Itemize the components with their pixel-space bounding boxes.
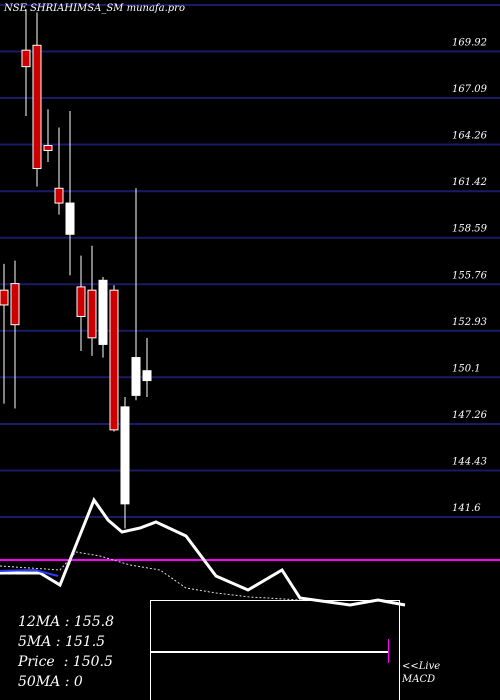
candle-body bbox=[65, 202, 75, 235]
macd-marker bbox=[388, 639, 389, 663]
y-axis-ticks: 172.75 169.92 167.09 164.26 161.42 158.59 155.… bbox=[452, 0, 488, 514]
y-tick-label: 155.76 bbox=[452, 270, 488, 281]
y-tick-label: 144.43 bbox=[452, 456, 487, 467]
y-tick-label: 150.1 bbox=[452, 363, 481, 374]
chart-title: NSE SHRIAHIMSA_SM munafa.pro bbox=[4, 3, 185, 14]
candle-body bbox=[32, 44, 42, 170]
y-tick-label: 164.26 bbox=[452, 131, 488, 142]
y-tick-label: 158.59 bbox=[452, 224, 488, 235]
stat-5ma: 5MA : 151.5 bbox=[18, 634, 106, 650]
y-tick-label: 167.09 bbox=[452, 84, 488, 95]
macd-label: <<Live MACD bbox=[402, 661, 441, 685]
candle-body bbox=[10, 283, 20, 326]
candle-body bbox=[109, 289, 119, 431]
macd-zero-line bbox=[151, 651, 389, 653]
macd-panel bbox=[150, 600, 400, 700]
stats-panel: 12MA : 155.8 5MA : 151.5 Price : 150.5 5… bbox=[18, 612, 158, 692]
candle-body bbox=[98, 279, 108, 345]
stat-50ma: 50MA : 0 bbox=[18, 674, 83, 690]
candle-body bbox=[21, 49, 31, 68]
indicator-panel bbox=[0, 496, 406, 607]
y-tick-label: 141.6 bbox=[452, 503, 481, 514]
stat-12ma: 12MA : 155.8 bbox=[18, 614, 114, 630]
y-tick-label: 152.93 bbox=[452, 317, 487, 328]
candle-body bbox=[120, 406, 130, 505]
candle-body bbox=[131, 357, 141, 396]
candle-body bbox=[87, 289, 97, 339]
indicator-line-white bbox=[0, 496, 406, 607]
gridlines bbox=[0, 4, 500, 561]
candle-body bbox=[0, 289, 9, 306]
candle-body bbox=[43, 145, 53, 151]
y-tick-label: 169.92 bbox=[452, 38, 487, 49]
candle-body bbox=[54, 187, 64, 204]
stat-price: Price : 150.5 bbox=[18, 654, 113, 670]
candle-body bbox=[142, 370, 152, 382]
candles bbox=[0, 9, 152, 529]
candle-body bbox=[76, 286, 86, 317]
indicator-line-blue bbox=[0, 568, 59, 577]
y-tick-label: 161.42 bbox=[452, 177, 487, 188]
y-tick-label: 147.26 bbox=[452, 410, 488, 421]
y-tick-label: 172.75 bbox=[452, 0, 487, 2]
